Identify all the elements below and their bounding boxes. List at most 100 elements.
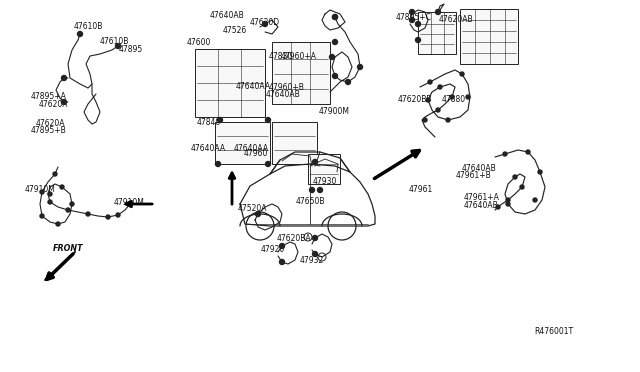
Text: 47895+B: 47895+B [31,126,67,135]
Text: 47640AA: 47640AA [191,144,226,153]
Circle shape [496,205,500,209]
Circle shape [415,22,420,26]
Circle shape [255,212,260,217]
Text: 47920: 47920 [261,245,285,254]
Circle shape [266,161,271,167]
Circle shape [280,260,285,264]
Circle shape [218,118,223,122]
Circle shape [66,208,70,212]
Bar [460,9,518,64]
Text: 47640AB: 47640AB [464,201,499,210]
Circle shape [333,39,337,45]
Bar [308,154,340,184]
Text: 47895+C: 47895+C [396,13,431,22]
Bar [418,12,456,54]
Bar [215,122,270,164]
Text: 47620D: 47620D [250,18,280,27]
Circle shape [506,198,510,202]
Text: 47640AA: 47640AA [234,144,269,153]
Text: 47960: 47960 [243,149,268,158]
Text: 47960+B: 47960+B [269,83,305,92]
Text: 47960+A: 47960+A [280,52,316,61]
Text: R476001T: R476001T [534,327,573,336]
Text: 47610B: 47610B [99,37,129,46]
Text: 47640AB: 47640AB [462,164,497,173]
Circle shape [61,76,67,80]
Circle shape [446,118,450,122]
Text: 47600: 47600 [187,38,211,47]
Circle shape [333,15,337,19]
Circle shape [115,44,120,48]
Text: 47961: 47961 [408,185,433,194]
Circle shape [415,38,420,42]
Text: 47840: 47840 [197,118,221,127]
Circle shape [358,64,362,70]
Circle shape [410,10,415,15]
Circle shape [438,85,442,89]
Text: 47830: 47830 [269,52,293,61]
Text: 47520A: 47520A [238,204,268,213]
Text: 47620BA: 47620BA [276,234,311,243]
Circle shape [312,160,317,164]
Circle shape [312,235,317,241]
Circle shape [466,95,470,99]
Circle shape [428,80,432,84]
Text: 47610B: 47610B [74,22,103,31]
Circle shape [280,244,285,248]
Circle shape [503,152,507,156]
Text: 47961+A: 47961+A [464,193,500,202]
Text: 47900M: 47900M [319,107,349,116]
Text: FRONT: FRONT [52,244,83,253]
Circle shape [60,185,64,189]
Text: 47526: 47526 [223,26,247,35]
Circle shape [333,15,337,19]
Circle shape [56,222,60,226]
Text: 47930: 47930 [312,177,337,186]
Circle shape [436,108,440,112]
Circle shape [48,200,52,204]
Circle shape [460,72,464,76]
Bar [272,42,330,104]
Circle shape [513,175,517,179]
Text: 47961+B: 47961+B [456,171,492,180]
Text: 47640AA: 47640AA [236,82,271,91]
Circle shape [538,170,542,174]
Circle shape [435,10,440,15]
Circle shape [450,95,454,99]
Circle shape [77,32,83,36]
Circle shape [40,214,44,218]
Circle shape [262,22,268,26]
Text: 47880: 47880 [442,95,466,104]
Circle shape [317,187,323,192]
Text: 47640AB: 47640AB [210,11,244,20]
Text: 47650B: 47650B [296,197,325,206]
Circle shape [312,251,317,257]
Text: 47640AB: 47640AB [266,90,300,99]
Text: 47620A: 47620A [35,119,65,128]
Circle shape [70,202,74,206]
Circle shape [333,74,337,78]
Circle shape [53,172,57,176]
Circle shape [526,150,530,154]
Circle shape [506,202,510,206]
Text: 47895: 47895 [118,45,143,54]
Text: 47620A: 47620A [38,100,68,109]
Text: 47910M: 47910M [24,185,55,194]
Circle shape [533,198,537,202]
Text: 47910M: 47910M [114,198,145,207]
Circle shape [330,55,335,60]
Circle shape [86,212,90,216]
Text: 47895+A: 47895+A [31,92,67,101]
Text: 47620BB: 47620BB [398,95,433,104]
Circle shape [423,118,427,122]
Text: 47932: 47932 [300,256,324,265]
Bar [195,49,265,117]
Circle shape [520,185,524,189]
Text: 47620AB: 47620AB [438,15,473,24]
Bar [272,122,317,164]
Circle shape [106,215,110,219]
Circle shape [61,99,67,105]
Circle shape [346,80,351,84]
Circle shape [216,161,221,167]
Circle shape [266,118,271,122]
